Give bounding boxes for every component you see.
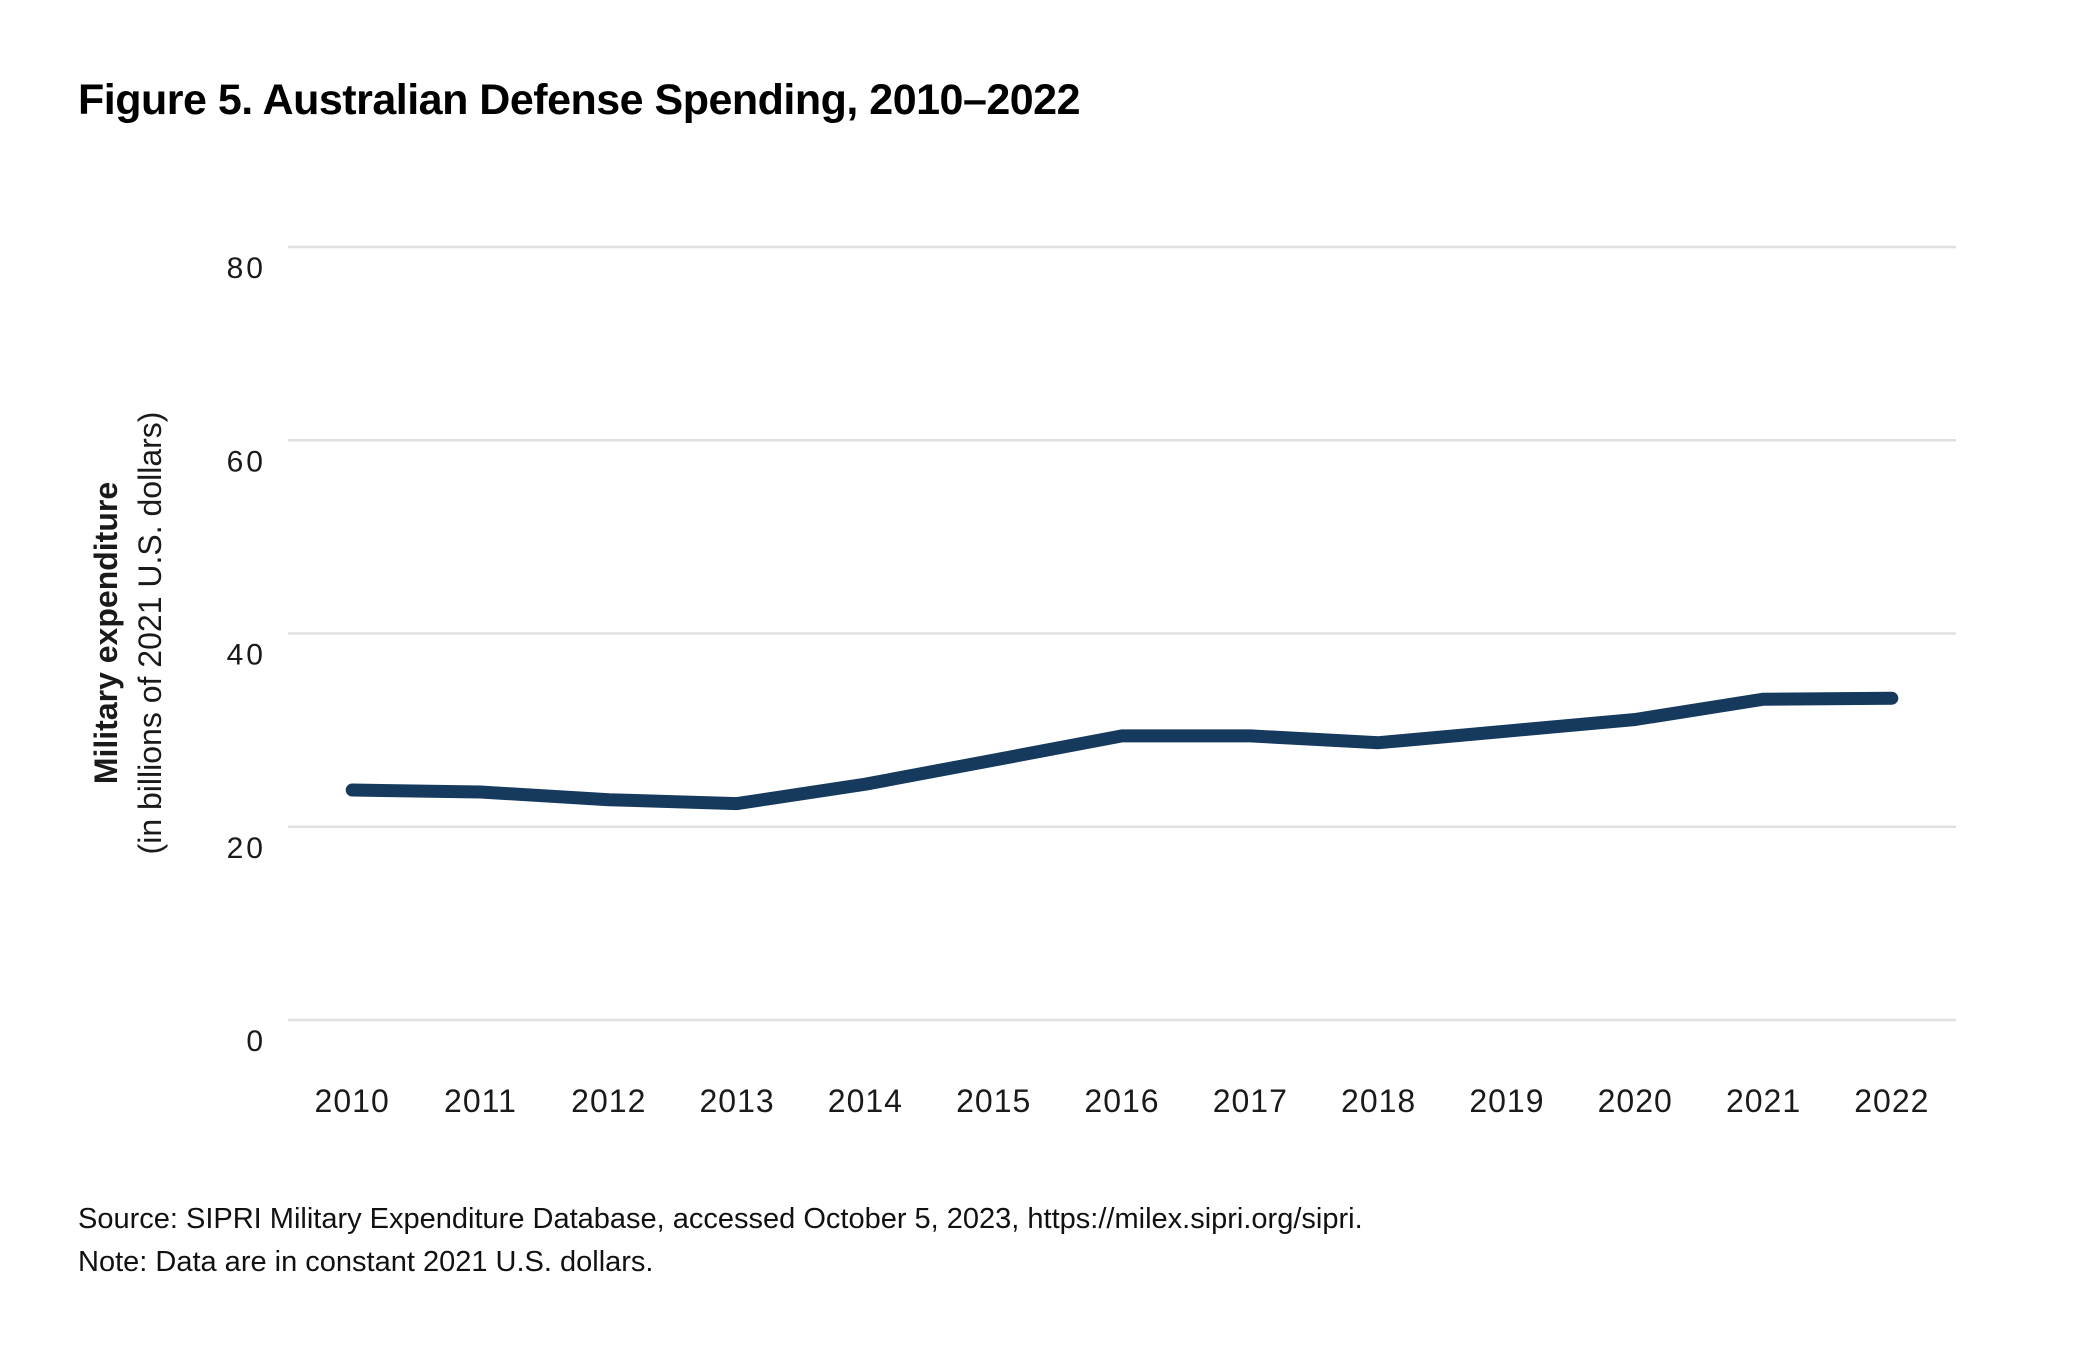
footnotes: Source: SIPRI Military Expenditure Datab…: [78, 1198, 1363, 1284]
x-tick-label-2016: 2016: [1084, 1083, 1159, 1119]
source-note: Source: SIPRI Military Expenditure Datab…: [78, 1203, 1363, 1235]
y-tick-label-40: 40: [227, 639, 266, 672]
figure-title: Figure 5. Australian Defense Spending, 2…: [78, 76, 1081, 124]
y-tick-label-20: 20: [227, 832, 266, 865]
x-tick-label-2017: 2017: [1213, 1083, 1288, 1119]
spending-line: [345, 691, 1899, 811]
x-tick-label-2014: 2014: [828, 1083, 903, 1119]
y-axis-tick-labels: 0 20 40 60 80: [227, 252, 266, 1058]
x-tick-label-2013: 2013: [699, 1083, 774, 1119]
x-tick-label-2010: 2010: [315, 1083, 390, 1119]
x-tick-label-2015: 2015: [956, 1083, 1031, 1119]
x-tick-label-2012: 2012: [571, 1083, 646, 1119]
x-tick-label-2019: 2019: [1469, 1083, 1544, 1119]
x-tick-label-2022: 2022: [1854, 1083, 1929, 1119]
x-axis-tick-labels: 2010 2011 2012 2013 2014 2015 2016 2017 2018 2019…: [315, 1083, 1929, 1119]
y-tick-label-60: 60: [227, 445, 266, 478]
x-tick-label-2021: 2021: [1726, 1083, 1801, 1119]
y-tick-label-0: 0: [246, 1025, 266, 1058]
x-tick-label-2018: 2018: [1341, 1083, 1416, 1119]
y-tick-label-80: 80: [227, 252, 266, 285]
x-tick-label-2020: 2020: [1598, 1083, 1673, 1119]
gridlines: [288, 245, 1956, 1022]
x-tick-label-2011: 2011: [444, 1083, 517, 1119]
data-note: Note: Data are in constant 2021 U.S. dol…: [78, 1246, 654, 1278]
